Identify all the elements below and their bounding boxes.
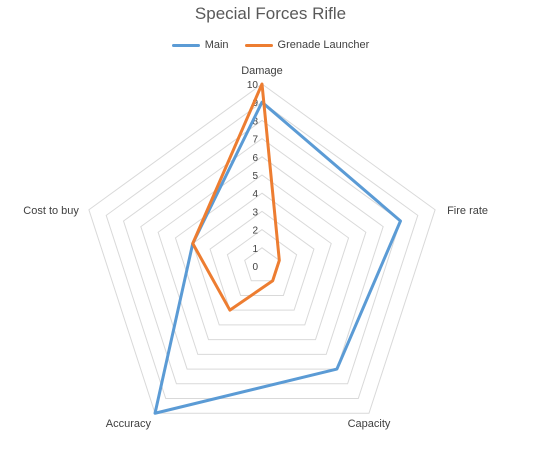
tick-label-8: 8: [252, 116, 258, 127]
tick-label-5: 5: [252, 171, 258, 182]
axis-label-cost-to-buy: Cost to buy: [23, 205, 79, 217]
tick-label-1: 1: [252, 244, 258, 255]
chart-title: Special Forces Rifle: [194, 4, 347, 23]
series-line-grenade-launcher: [191, 82, 281, 312]
axis-label-capacity: Capacity: [348, 418, 391, 430]
legend-label-main: Main: [204, 39, 229, 51]
legend-swatch-grenade-launcher: [244, 43, 273, 47]
legend-item-main: Main: [171, 39, 229, 51]
tick-label-6: 6: [252, 153, 258, 164]
tick-label-4: 4: [252, 189, 258, 200]
grid-ring-5: [174, 174, 350, 341]
tick-label-0: 0: [252, 262, 258, 273]
tick-label-7: 7: [252, 135, 258, 146]
legend-item-grenade-launcher: Grenade Launcher: [244, 39, 370, 51]
grid-ring-8: [122, 119, 402, 385]
axis-label-damage: Damage: [241, 65, 283, 77]
grid-ring-10: [88, 83, 436, 414]
tick-label-10: 10: [247, 80, 259, 91]
legend-label-grenade-launcher: Grenade Launcher: [277, 39, 370, 51]
grid-ring-1: [244, 247, 280, 282]
tick-label-9: 9: [252, 98, 258, 109]
tick-label-3: 3: [252, 207, 258, 218]
grid-ring-4: [192, 192, 332, 326]
legend: Main Grenade Launcher: [0, 39, 541, 51]
axis-label-accuracy: Accuracy: [106, 418, 152, 430]
tick-label-2: 2: [252, 226, 258, 237]
grid-ring-9: [105, 101, 419, 400]
legend-swatch-main: [171, 43, 200, 47]
grid-ring-2: [226, 228, 298, 296]
grid-ring-6: [157, 156, 367, 355]
grid-ring-7: [140, 137, 384, 370]
axis-label-fire-rate: Fire rate: [447, 205, 488, 217]
grid-ring-3: [209, 210, 315, 311]
